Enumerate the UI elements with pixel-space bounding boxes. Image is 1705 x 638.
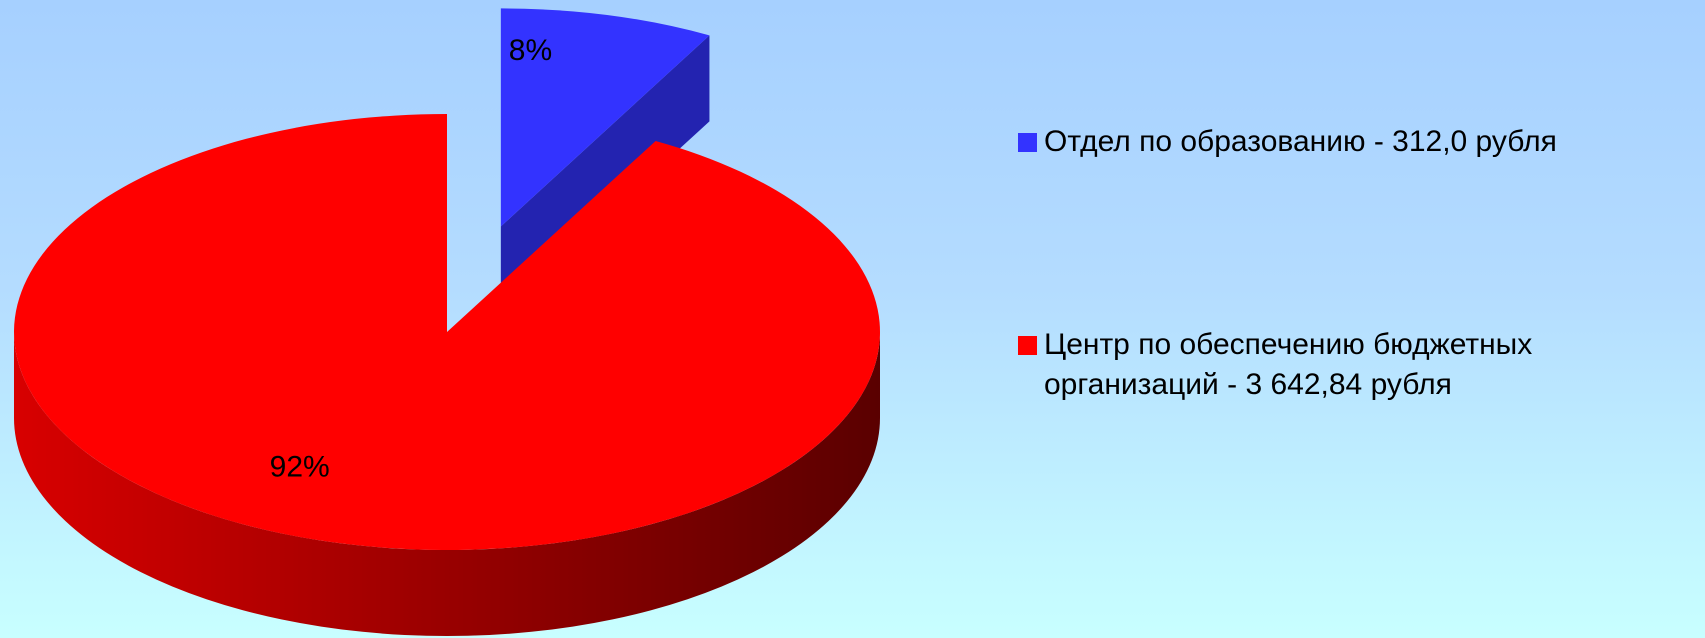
legend-swatch [1018,133,1037,152]
slice-side [14,332,880,636]
data-label: 8% [509,34,552,67]
legend-item: Отдел по образованию - 312,0 рубля [1018,122,1688,162]
data-label: 92% [270,451,330,484]
legend-swatch [1018,336,1037,355]
slice [500,8,710,227]
slice [13,114,880,550]
legend-label: Отдел по образованию - 312,0 рубля [1044,125,1557,158]
legend: Отдел по образованию - 312,0 рубля Центр … [1018,122,1688,568]
legend-label: Центр по обеспечению бюджетных организац… [1044,328,1533,401]
legend-item: Центр по обеспечению бюджетных организац… [1018,325,1688,405]
